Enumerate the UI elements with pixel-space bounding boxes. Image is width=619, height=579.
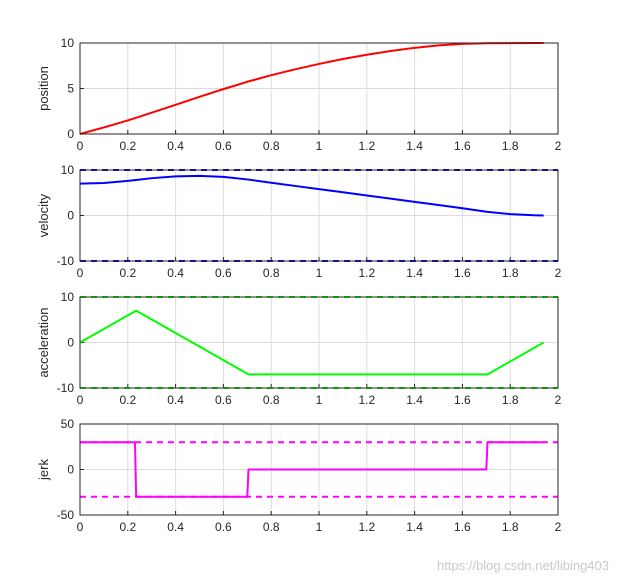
acceleration-x-tick-label: 1.8	[502, 393, 519, 407]
velocity-x-tick-label: 0.4	[167, 266, 184, 280]
velocity-x-tick-label: 1.2	[358, 266, 375, 280]
acceleration-axes-box	[79, 296, 559, 389]
jerk-y-tick-label: 50	[61, 417, 75, 431]
acceleration-x-tick-label: 1.2	[358, 393, 375, 407]
velocity-panel: 0 0.2 0.4 0.6 0.8 1 1.2 1.4 1.6 1.8 2-10010velocit…	[36, 163, 562, 280]
velocity-y-tick-label: 10	[61, 163, 75, 177]
velocity-y-tick-label: 0	[67, 209, 74, 223]
velocity-x-tick-label: 0.2	[119, 266, 136, 280]
jerk-x-tick-label: 0.2	[119, 520, 136, 534]
jerk-x-tick-label: 1.6	[454, 520, 471, 534]
position-y-axis-label: position	[36, 66, 51, 111]
jerk-x-tick-label: 1	[316, 520, 323, 534]
velocity-x-tick-label: 1	[316, 266, 323, 280]
velocity-x-tick-label: 1.4	[406, 266, 423, 280]
acceleration-x-tick-label: 0.4	[167, 393, 184, 407]
acceleration-x-tick-label: 1.4	[406, 393, 423, 407]
watermark: https://blog.csdn.net/libing403	[436, 558, 609, 573]
position-y-tick-label: 10	[61, 36, 75, 50]
jerk-y-tick-label: 0	[67, 463, 74, 477]
acceleration-series-line	[79, 309, 545, 376]
velocity-x-tick-label: 0.8	[263, 266, 280, 280]
acceleration-y-tick-label: 10	[61, 290, 75, 304]
position-x-tick-label: 1	[316, 139, 323, 153]
position-x-tick-label: 1.8	[502, 139, 519, 153]
jerk-axes-box	[79, 423, 559, 516]
position-x-tick-label: 1.6	[454, 139, 471, 153]
position-x-tick-label: 0.4	[167, 139, 184, 153]
position-panel: 0 0.2 0.4 0.6 0.8 1 1.2 1.4 1.6 1.8 2 0 5 10 position	[36, 36, 562, 153]
position-y-tick-label: 5	[67, 82, 74, 96]
jerk-x-tick-label: 0.6	[215, 520, 232, 534]
position-x-tick-label: 0.2	[119, 139, 136, 153]
position-y-tick-label: 0	[67, 127, 74, 141]
acceleration-y-axis-label: acceleration	[36, 307, 51, 377]
jerk-series-line	[80, 441, 544, 498]
velocity-x-tick-label: 0.6	[215, 266, 232, 280]
jerk-x-tick-label: 1.4	[406, 520, 423, 534]
jerk-x-tick-label: 2	[555, 520, 562, 534]
jerk-y-axis-label: jerk	[36, 459, 51, 481]
velocity-x-tick-label: 1.8	[502, 266, 519, 280]
velocity-y-tick-label: -10	[57, 254, 75, 268]
position-x-tick-label: 2	[555, 139, 562, 153]
position-x-tick-label: 0	[77, 139, 84, 153]
position-x-tick-label: 1.2	[358, 139, 375, 153]
acceleration-panel: 0 0.2 0.4 0.6 0.8 1 1.2 1.4 1.6 1.8 2-10010acceler…	[36, 290, 562, 407]
acceleration-x-tick-label: 0.2	[119, 393, 136, 407]
acceleration-x-tick-label: 0.6	[215, 393, 232, 407]
position-axes-box	[79, 42, 559, 135]
jerk-x-tick-label: 0.4	[167, 520, 184, 534]
velocity-x-tick-label: 1.6	[454, 266, 471, 280]
velocity-x-tick-label: 0	[77, 266, 84, 280]
position-x-tick-label: 0.6	[215, 139, 232, 153]
acceleration-x-tick-label: 0	[77, 393, 84, 407]
velocity-x-tick-label: 2	[555, 266, 562, 280]
position-x-tick-label: 0.8	[263, 139, 280, 153]
acceleration-y-tick-label: 0	[67, 336, 74, 350]
position-x-tick-label: 1.4	[406, 139, 423, 153]
jerk-x-tick-label: 1.8	[502, 520, 519, 534]
velocity-y-axis-label: velocity	[36, 193, 51, 237]
acceleration-y-tick-label: -10	[57, 381, 75, 395]
velocity-axes-box	[79, 169, 559, 262]
acceleration-x-tick-label: 1.6	[454, 393, 471, 407]
jerk-x-tick-label: 1.2	[358, 520, 375, 534]
jerk-x-tick-label: 0	[77, 520, 84, 534]
acceleration-x-tick-label: 1	[316, 393, 323, 407]
acceleration-x-tick-label: 2	[555, 393, 562, 407]
jerk-x-tick-label: 0.8	[263, 520, 280, 534]
jerk-y-tick-label: -50	[57, 508, 75, 522]
acceleration-x-tick-label: 0.8	[263, 393, 280, 407]
velocity-series-line	[79, 174, 544, 217]
